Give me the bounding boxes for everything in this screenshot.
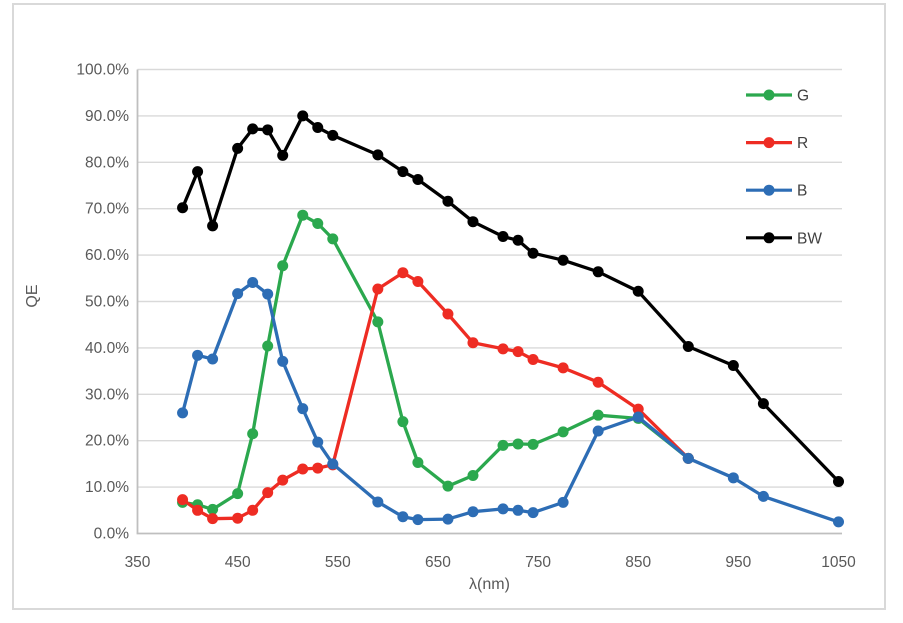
legend-label: G [797, 88, 809, 105]
series-B-markers [177, 276, 844, 528]
x-axis-title: λ(nm) [469, 576, 510, 593]
y-tick-label: 0.0% [94, 526, 130, 543]
x-tick-label: 750 [525, 554, 551, 571]
legend-label: BW [797, 230, 822, 247]
legend-marker-swatch [763, 137, 775, 149]
series-BW-line [181, 114, 840, 483]
legend-label: B [797, 183, 807, 200]
series-BW-markers [177, 110, 844, 488]
y-tick-label: 10.0% [85, 479, 129, 496]
legend-item-B: B [746, 183, 807, 200]
y-tick-label: 60.0% [85, 247, 129, 264]
x-tick-label: 550 [325, 554, 351, 571]
legend: G R B BW [746, 88, 822, 247]
x-tick-label: 850 [625, 554, 651, 571]
x-axis-tick-labels: 350 450 550 650 750 850 950 1050 [125, 554, 857, 571]
y-tick-label: 30.0% [85, 386, 129, 403]
series-R [177, 267, 694, 525]
y-axis-tick-labels: 0.0% 10.0% 20.0% 30.0% 40.0% 50.0% 60.0% 70.0% 8… [76, 62, 129, 543]
legend-item-R: R [746, 135, 808, 152]
legend-marker-swatch [763, 89, 775, 101]
series-R-line [181, 271, 690, 521]
legend-label: R [797, 135, 808, 152]
y-tick-label: 70.0% [85, 201, 129, 218]
legend-item-G: G [746, 88, 809, 105]
series-B-line [181, 280, 840, 524]
y-tick-label: 100.0% [76, 62, 129, 79]
legend-marker-swatch [763, 232, 775, 244]
series-G-line [182, 213, 690, 512]
gridlines [137, 68, 842, 488]
axis-lines [136, 69, 842, 535]
series-BW [177, 110, 844, 488]
x-tick-label: 650 [425, 554, 451, 571]
x-tick-label: 450 [225, 554, 251, 571]
y-tick-label: 50.0% [85, 294, 129, 311]
series-B [177, 276, 844, 528]
y-tick-label: 80.0% [85, 154, 129, 171]
y-tick-label: 90.0% [85, 108, 129, 125]
legend-item-BW: BW [746, 230, 822, 247]
y-tick-label: 20.0% [85, 433, 129, 450]
legend-marker-swatch [763, 184, 775, 196]
y-tick-label: 40.0% [85, 340, 129, 357]
x-tick-label: 350 [125, 554, 151, 571]
screenshot-border-frame [12, 3, 886, 610]
x-tick-label: 1050 [821, 554, 856, 571]
series-G [177, 209, 694, 515]
x-tick-label: 950 [725, 554, 751, 571]
y-axis-title: QE [24, 284, 41, 308]
